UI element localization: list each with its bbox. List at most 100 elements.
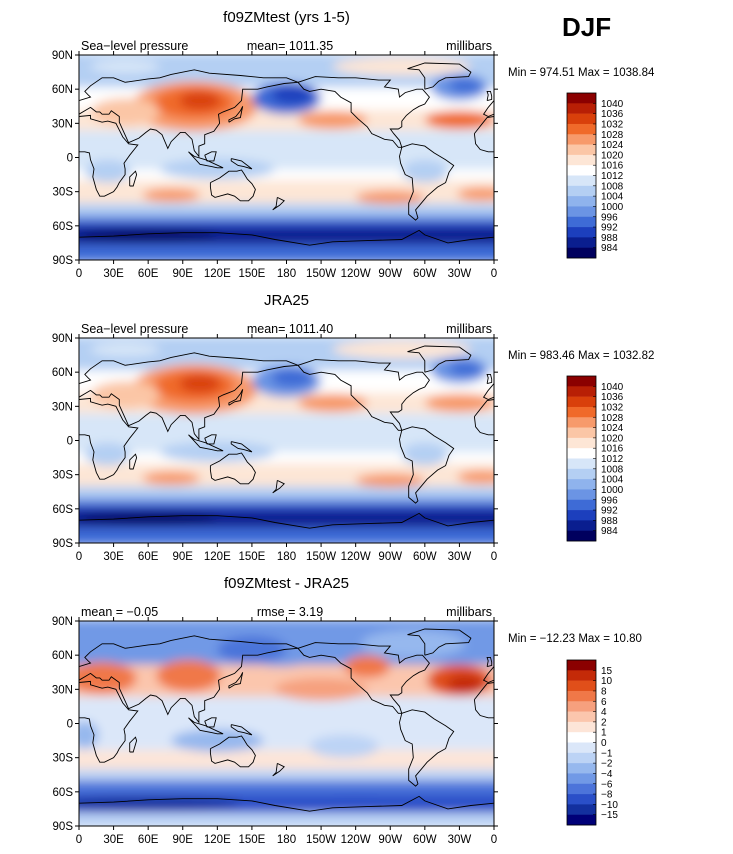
field-blob (79, 512, 218, 524)
coastline-namerica (297, 642, 430, 714)
field-blob (171, 729, 264, 752)
lat-label: 30S (53, 470, 74, 482)
field-blob (84, 442, 131, 466)
lon-label: 90W (378, 834, 402, 846)
lat-label: 60N (52, 367, 73, 379)
colorbar-label: 1016 (601, 161, 624, 172)
coastline-samerica (399, 709, 455, 787)
colorbar-label: 984 (601, 243, 618, 254)
colorbar-box (567, 237, 596, 248)
colorbar-label: 1020 (601, 433, 624, 444)
lat-label: 60S (53, 787, 74, 799)
colorbar-label: 1020 (601, 150, 624, 161)
panel-minmax: Min = 974.51 Max = 1038.84 (508, 67, 655, 79)
colorbar: 1040103610321028102410201016101210081004… (566, 92, 624, 259)
colorbar-box (567, 701, 596, 712)
lat-label: 30N (52, 401, 73, 413)
colorbar-box (567, 794, 596, 805)
field-blob (361, 630, 466, 658)
coastline-eurasia (79, 69, 299, 158)
field-band (79, 749, 494, 774)
coastline-australia (209, 735, 256, 768)
colorbar-label: 1040 (601, 99, 624, 110)
field-blob (298, 393, 368, 413)
field-blob (217, 635, 287, 664)
colorbar-label: 1032 (601, 119, 624, 130)
colorbar-label: 1 (601, 728, 607, 739)
coastlines (79, 345, 494, 529)
field-blob (449, 361, 482, 376)
field-blob (159, 158, 275, 180)
field-band (79, 180, 494, 208)
field-blob (142, 188, 201, 202)
panel-title: f09ZMtest (yrs 1-5) (223, 9, 350, 26)
colorbar-box (567, 773, 596, 785)
field-band (79, 527, 494, 543)
lon-label: 150E (238, 268, 265, 280)
lon-label: 30E (103, 268, 124, 280)
colorbar-box (567, 660, 596, 671)
lon-label: 60W (413, 551, 437, 563)
coastline-indonesia (188, 151, 224, 169)
field-blob (142, 471, 201, 485)
coastline-indonesia (188, 717, 224, 735)
coastline-madagascar (129, 736, 138, 753)
colorbar-box (567, 216, 596, 228)
coastline-newguinea (230, 158, 253, 170)
coastline-eurasia (482, 666, 494, 683)
coastline-nz (272, 762, 285, 777)
colorbar-box (567, 510, 596, 521)
lon-label: 30E (103, 551, 124, 563)
colorbar-box (567, 206, 596, 218)
field-band (79, 504, 494, 516)
colorbar-box (567, 520, 596, 531)
field-blob (286, 512, 425, 524)
coastline-japan (228, 672, 244, 689)
field-band (79, 221, 494, 233)
panel-units-label: millibars (446, 39, 492, 53)
colorbar-box (567, 670, 596, 681)
lat-label: 0 (67, 719, 73, 731)
colorbar-box (567, 227, 596, 238)
panel-units-label: millibars (446, 322, 492, 336)
coastline-eurasia (79, 635, 299, 724)
colorbar-label: −8 (601, 790, 613, 801)
colorbar-label: 1028 (601, 130, 624, 141)
field-shading (79, 55, 494, 260)
coastline-madagascar (129, 170, 138, 187)
field-blob (179, 374, 221, 393)
lat-label: 30N (52, 118, 73, 130)
field-blob (355, 473, 425, 488)
colorbar-box (567, 113, 596, 125)
colorbar-label: 1032 (601, 402, 624, 413)
colorbar-box (567, 458, 596, 470)
coastline-madagascar (129, 453, 138, 470)
field-blob (449, 78, 482, 93)
coastline-greenland (407, 628, 472, 656)
colorbar-box (567, 406, 596, 418)
lon-label: 180 (277, 551, 296, 563)
lon-label: 120E (204, 834, 231, 846)
colorbar-box (567, 711, 596, 723)
field-band (79, 780, 494, 799)
field-blob (298, 110, 368, 130)
colorbar-label: −10 (601, 800, 618, 811)
colorbar-box (567, 144, 596, 156)
panel-center-label: rmse = 3.19 (257, 605, 323, 619)
colorbar-box (567, 165, 596, 176)
colorbar-box (567, 783, 596, 795)
coastline-indonesia (188, 434, 224, 452)
lon-label: 90E (173, 551, 194, 563)
lon-label: 30W (448, 834, 472, 846)
field-blob (457, 470, 494, 484)
field-shading (79, 621, 494, 826)
colorbar-box (567, 742, 596, 754)
colorbar-box (567, 437, 596, 449)
field-blob (271, 85, 314, 104)
colorbar-label: 1024 (601, 423, 624, 434)
coastline-namerica (297, 76, 430, 148)
colorbar-box (567, 530, 596, 542)
panel-minmax: Min = −12.23 Max = 10.80 (508, 633, 642, 645)
lat-label: 90N (52, 616, 73, 628)
